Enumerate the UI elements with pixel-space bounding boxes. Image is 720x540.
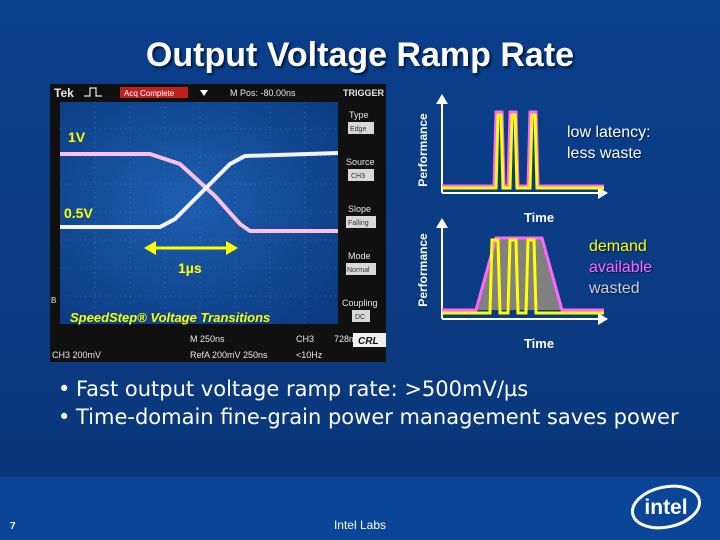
label-0-5v: 0.5V: [64, 205, 93, 221]
top-legend: low latency: less waste: [567, 122, 651, 164]
legend-demand: demand: [589, 238, 647, 255]
scope-marker-b: B: [51, 296, 56, 305]
1us-arrow-icon: [144, 241, 238, 255]
menu-slope-value: Falling: [348, 220, 369, 227]
scope-hz: <10Hz: [296, 350, 323, 360]
scope-ref: RefA 200mV 250ns: [190, 350, 268, 360]
top-xlabel: Time: [524, 210, 554, 225]
footer-text: Intel Labs: [333, 518, 387, 532]
menu-coupling-label: Coupling: [342, 298, 378, 308]
intel-logo: intel: [630, 484, 702, 530]
bottom-ylabel: Performance: [416, 233, 430, 307]
menu-coupling-box: [352, 310, 370, 322]
top-available-line: [442, 110, 604, 188]
scope-mv: 728mV: [334, 334, 363, 344]
scope-crl: CRL: [358, 336, 379, 347]
trigger-icon: [84, 87, 102, 97]
menu-slope-box: [346, 216, 376, 228]
menu-source-box: [348, 169, 374, 181]
menu-source-label: Source: [346, 157, 375, 167]
scope-ch3b: CH3: [296, 334, 314, 344]
menu-type-box: [348, 122, 374, 134]
menu-mode-label: Mode: [348, 251, 371, 261]
page-number: 7: [10, 521, 16, 532]
bullet-item: • Fast output voltage ramp rate: >500mV/…: [58, 377, 698, 401]
scope-m: M 250ns: [190, 334, 225, 344]
status-box: [120, 87, 188, 98]
bullet-item: • Time-domain fine-grain power managemen…: [58, 405, 698, 429]
crl-box: [353, 333, 386, 347]
bottom-chart: Performance Time: [416, 218, 608, 351]
trigger-marker-icon: [200, 90, 208, 96]
bullet-dot-icon: •: [58, 377, 71, 401]
falling-trace: [60, 152, 338, 233]
menu-slope-label: Slope: [348, 204, 371, 214]
label-1us: 1µs: [178, 260, 202, 276]
menu-mode-value: Normal: [347, 267, 370, 274]
performance-charts: Performance Time Performance Time: [416, 94, 608, 351]
label-1v: 1V: [68, 129, 86, 145]
legend-available: available: [589, 259, 653, 276]
logo-text: intel: [644, 496, 687, 519]
menu-type-value: Edge: [350, 126, 366, 133]
top-ylabel: Performance: [416, 113, 430, 187]
top-demand-line: [442, 113, 604, 190]
bullet-list: • Fast output voltage ramp rate: >500mV/…: [58, 377, 698, 433]
scope-status: Acq Complete: [124, 89, 175, 98]
menu-coupling-value: DC: [355, 314, 365, 321]
menu-source-value: CH3: [351, 173, 365, 180]
top-legend-line-2: less waste: [567, 145, 642, 162]
menu-type-label: Type: [349, 110, 369, 120]
bottom-demand-line: [442, 238, 604, 315]
bullet-dot-icon: •: [58, 405, 71, 429]
scope-screen: [60, 102, 338, 324]
top-legend-line-1: low latency:: [567, 124, 651, 141]
oscilloscope-display: Tek Acq Complete M Pos: -80.00ns TRIGGER…: [50, 84, 386, 362]
bullet-text: Fast output voltage ramp rate: >500mV/µs: [76, 377, 529, 401]
bottom-available-line: [442, 236, 604, 312]
slide-footer: 7 Intel Labs intel: [0, 477, 720, 540]
top-chart: Performance Time: [416, 94, 608, 225]
oscilloscope-image: Tek Acq Complete M Pos: -80.00ns TRIGGER…: [50, 84, 386, 362]
menu-mode-box: [346, 263, 376, 275]
trigger-menu-title: TRIGGER: [343, 88, 385, 98]
scope-ch3: CH3 200mV: [52, 350, 101, 360]
legend-wasted: wasted: [589, 280, 640, 297]
scope-mpos: M Pos: -80.00ns: [230, 88, 296, 98]
scope-caption: SpeedStep® Voltage Transitions: [70, 310, 270, 325]
bottom-xlabel: Time: [524, 336, 554, 351]
bottom-legend: demand available wasted: [589, 236, 652, 299]
slide-title: Output Voltage Ramp Rate: [145, 36, 575, 74]
rising-trace: [60, 151, 339, 229]
bullet-text: Time-domain fine-grain power management …: [76, 405, 679, 429]
scope-brand: Tek: [54, 86, 74, 100]
